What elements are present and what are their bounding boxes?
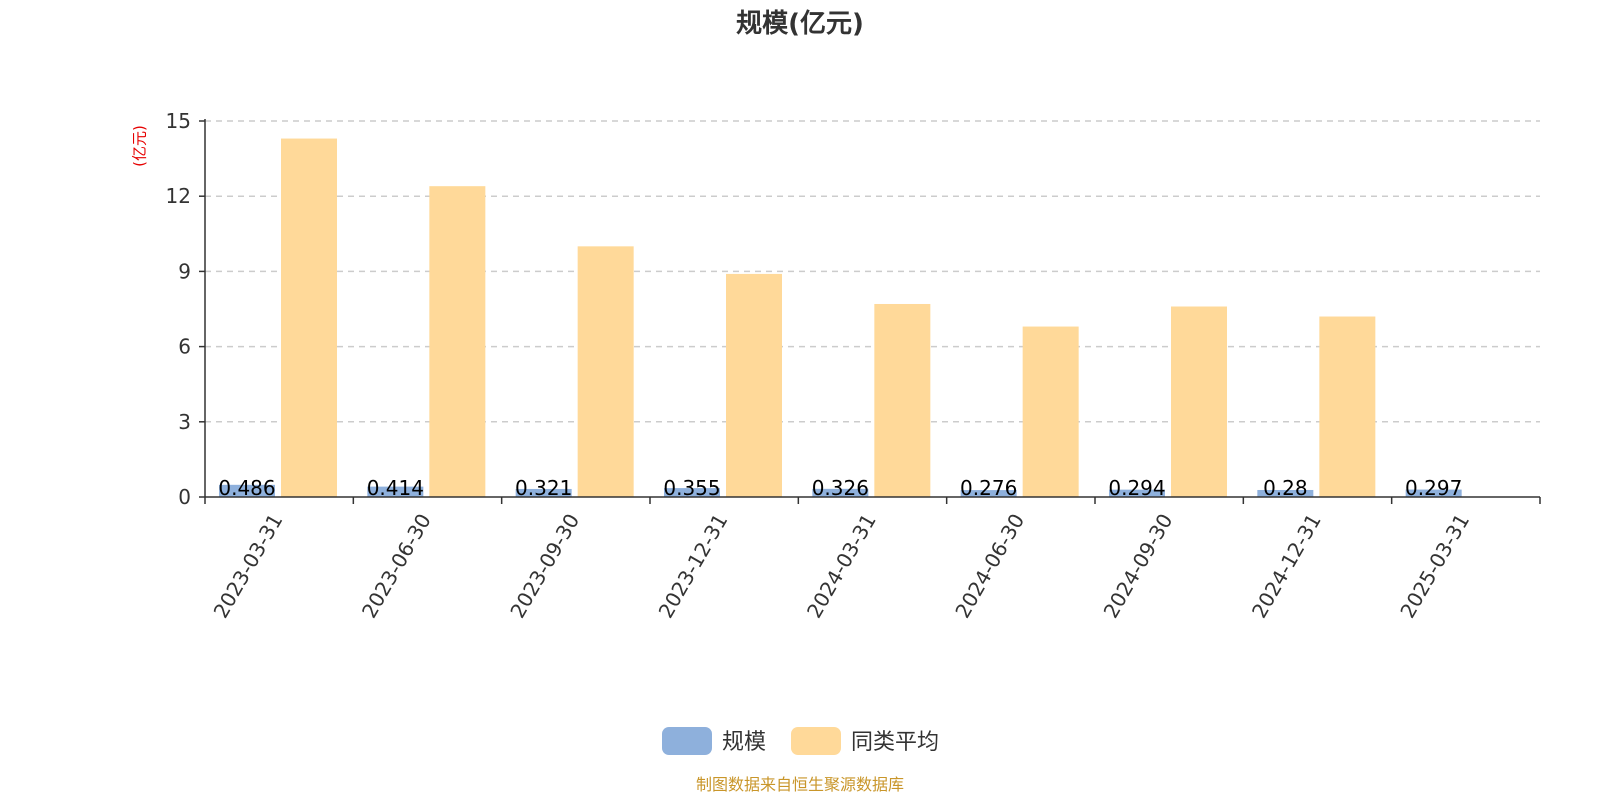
- bar: [1171, 306, 1227, 497]
- legend: 规模 同类平均: [662, 727, 939, 755]
- bar: [1319, 316, 1376, 497]
- x-tick-labels: 2023-03-31 2023-06-30 2023-09-30 2023-12-31…: [209, 510, 1475, 623]
- data-labels: 0.486 0.414 0.321 0.355 0.326 0.276 0.294 0.28 0…: [218, 476, 1462, 500]
- y-tick-label: 0: [178, 485, 191, 509]
- x-tick-label: 2024-09-30: [1099, 510, 1178, 623]
- x-tick-label: 2025-03-31: [1395, 510, 1474, 623]
- data-label: 0.486: [218, 476, 275, 500]
- bar: [960, 490, 1017, 497]
- legend-swatch: [662, 727, 712, 755]
- bar: [874, 303, 931, 497]
- y-tick-labels: 0 3 6 9 12 15: [166, 109, 191, 509]
- y-tick-label: 12: [166, 184, 191, 208]
- bar: [515, 488, 572, 497]
- data-label: 0.294: [1108, 476, 1165, 500]
- x-tick-label: 2023-06-30: [357, 510, 436, 623]
- data-label: 0.326: [812, 476, 869, 500]
- legend-label: 规模: [722, 730, 766, 755]
- bars: [219, 138, 1462, 497]
- chart-title: 规模(亿元): [736, 9, 864, 39]
- data-label: 0.321: [515, 476, 572, 500]
- x-tick-label: 2023-12-31: [654, 510, 733, 623]
- data-label: 0.414: [367, 476, 424, 500]
- bar: [281, 138, 337, 497]
- bar: [726, 273, 782, 497]
- y-tick-label: 6: [178, 335, 191, 359]
- bar: [1022, 326, 1079, 497]
- bar: [1109, 489, 1165, 497]
- x-tick-label: 2023-03-31: [209, 510, 288, 623]
- data-label: 0.28: [1263, 476, 1308, 500]
- data-label: 0.276: [960, 476, 1017, 500]
- bar: [812, 488, 869, 497]
- y-tick-label: 3: [178, 410, 191, 434]
- bar: [664, 488, 720, 497]
- legend-swatch: [791, 727, 841, 755]
- bar: [367, 486, 424, 497]
- x-tick-label: 2024-12-31: [1247, 510, 1326, 623]
- source-note: 制图数据来自恒生聚源数据库: [696, 775, 904, 794]
- bar: [1405, 489, 1462, 497]
- bar: [219, 484, 275, 497]
- gridlines: [205, 120, 1540, 423]
- bar: [577, 246, 634, 497]
- bar: [1257, 489, 1314, 497]
- x-tick-label: 2023-09-30: [505, 510, 584, 623]
- axes: [199, 119, 1541, 504]
- data-label: 0.355: [663, 476, 720, 500]
- y-axis-label: (亿元): [131, 125, 149, 167]
- x-tick-label: 2024-06-30: [950, 510, 1029, 623]
- y-tick-label: 9: [178, 259, 191, 283]
- bar: [429, 186, 486, 497]
- data-label: 0.297: [1405, 476, 1462, 500]
- y-tick-label: 15: [166, 109, 191, 133]
- x-tick-label: 2024-03-31: [802, 510, 881, 623]
- legend-label: 同类平均: [851, 730, 939, 755]
